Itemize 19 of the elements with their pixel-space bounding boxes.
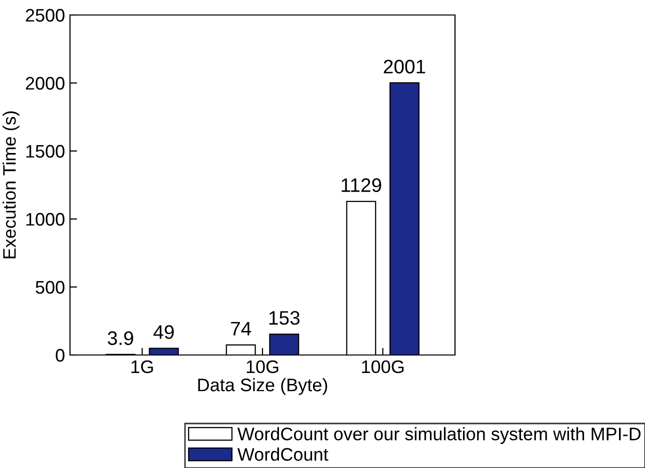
- y-tick-label: 2000: [26, 76, 64, 90]
- legend-label: WordCount over our simulation system with MPI-D: [237, 427, 641, 444]
- y-tick-label: 2500: [26, 8, 64, 22]
- y-axis-title: Execution Time (s): [2, 111, 20, 258]
- y-tick-label: 1500: [26, 144, 64, 158]
- data-label: 3.9: [108, 331, 134, 346]
- x-tick-label: 10G: [246, 360, 278, 374]
- legend-label: WordCount: [237, 448, 328, 461]
- data-label: 49: [153, 325, 174, 339]
- y-tick-label: 1000: [26, 212, 64, 226]
- x-axis-title: Data Size (Byte): [198, 378, 328, 395]
- data-label: 1129: [342, 178, 382, 192]
- y-tick-label: 500: [36, 280, 64, 294]
- data-label: 2001: [384, 60, 426, 74]
- data-label: 153: [269, 311, 300, 325]
- y-tick-label: 0: [56, 348, 64, 362]
- x-tick-label: 100G: [362, 360, 404, 374]
- x-tick-label: 1G: [132, 360, 153, 374]
- data-label: 74: [231, 322, 252, 336]
